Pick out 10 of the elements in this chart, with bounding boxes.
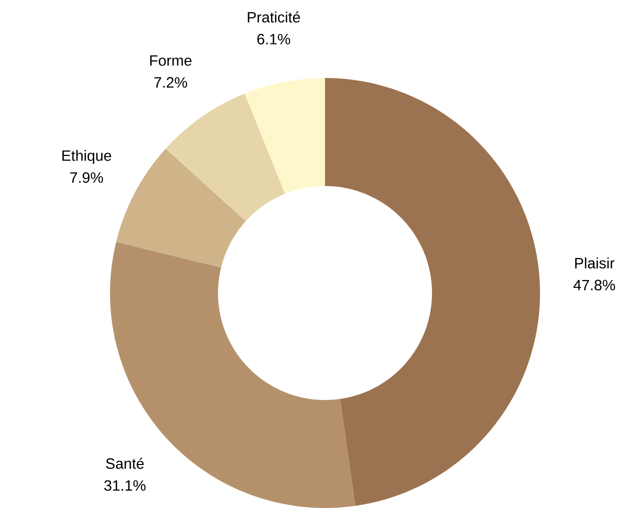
slice-label: Praticité [248,11,300,23]
data-label: 7.2% [154,77,188,88]
slice-label: Ethique [62,150,112,164]
slice-label: Plaisir [575,258,614,268]
data-label: 6.1% [257,34,290,44]
data-label: 7.9% [70,172,104,183]
data-label: 31.1% [104,480,146,491]
slice-label: Santé [106,458,144,469]
slice-label: Forme [150,55,192,66]
data-label: 47.8% [574,280,615,290]
